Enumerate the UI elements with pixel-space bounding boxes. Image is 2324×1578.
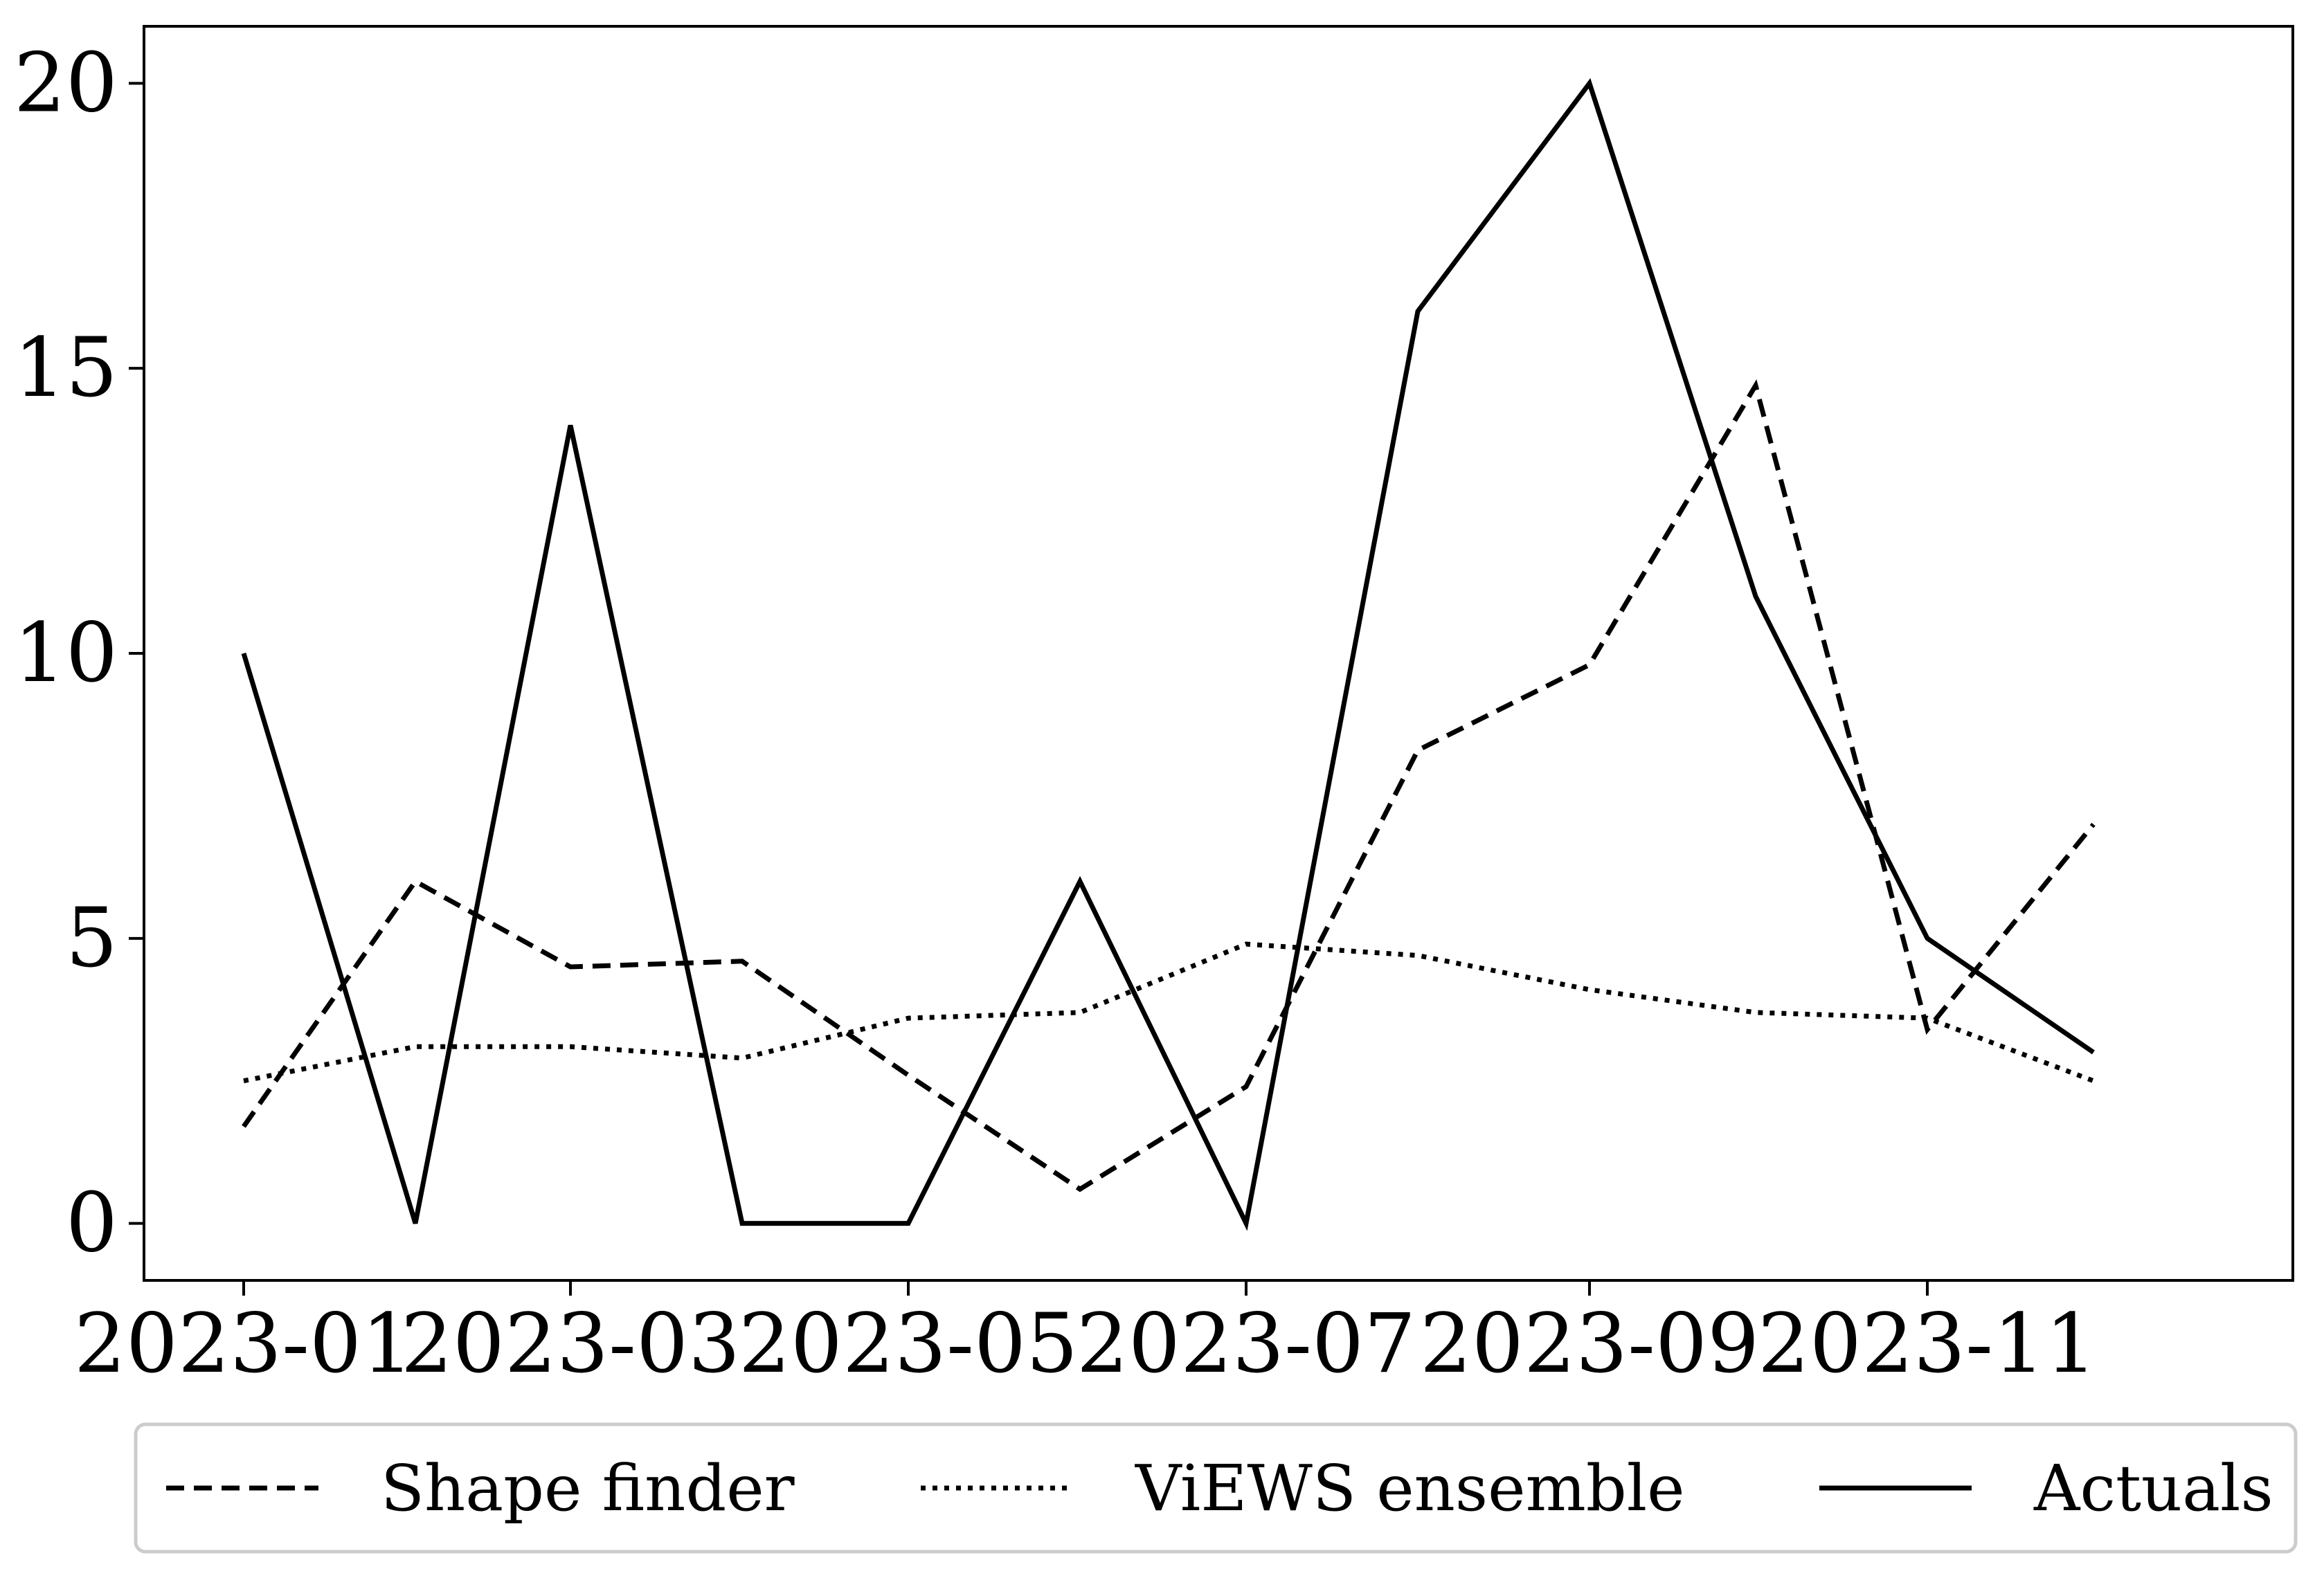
y-tick-label: 5 <box>66 890 118 986</box>
y-axis: 0 5 10 15 20 <box>14 35 144 1271</box>
x-tick-label: 2023-03 <box>401 1296 740 1391</box>
x-tick-label: 2023-11 <box>1758 1296 2097 1391</box>
series-line-shape-finder <box>242 379 2096 1192</box>
series-line-views-ensemble <box>243 941 2095 1084</box>
legend-box <box>134 1422 2298 1554</box>
x-tick-label: 2023-09 <box>1420 1296 1759 1391</box>
legend-label: Actuals <box>2033 1451 2273 1525</box>
x-tick-label: 2023-07 <box>1077 1296 1416 1391</box>
y-tick-label: 15 <box>14 320 118 415</box>
y-tick-label: 10 <box>14 605 118 700</box>
x-tick-label: 2023-05 <box>739 1296 1078 1391</box>
series-line-actuals <box>241 78 2095 1231</box>
legend-label: ViEWS ensemble <box>1135 1451 1685 1525</box>
y-tick-label: 0 <box>66 1175 118 1271</box>
plot-frame <box>143 25 2294 1282</box>
series-layer <box>241 78 2096 1231</box>
y-tick-label: 20 <box>14 35 118 130</box>
legend-label: Shape finder <box>381 1451 795 1525</box>
x-tick-label: 2023-01 <box>74 1296 413 1391</box>
legend: Shape finder ViEWS ensemble Actuals <box>134 1422 2298 1554</box>
